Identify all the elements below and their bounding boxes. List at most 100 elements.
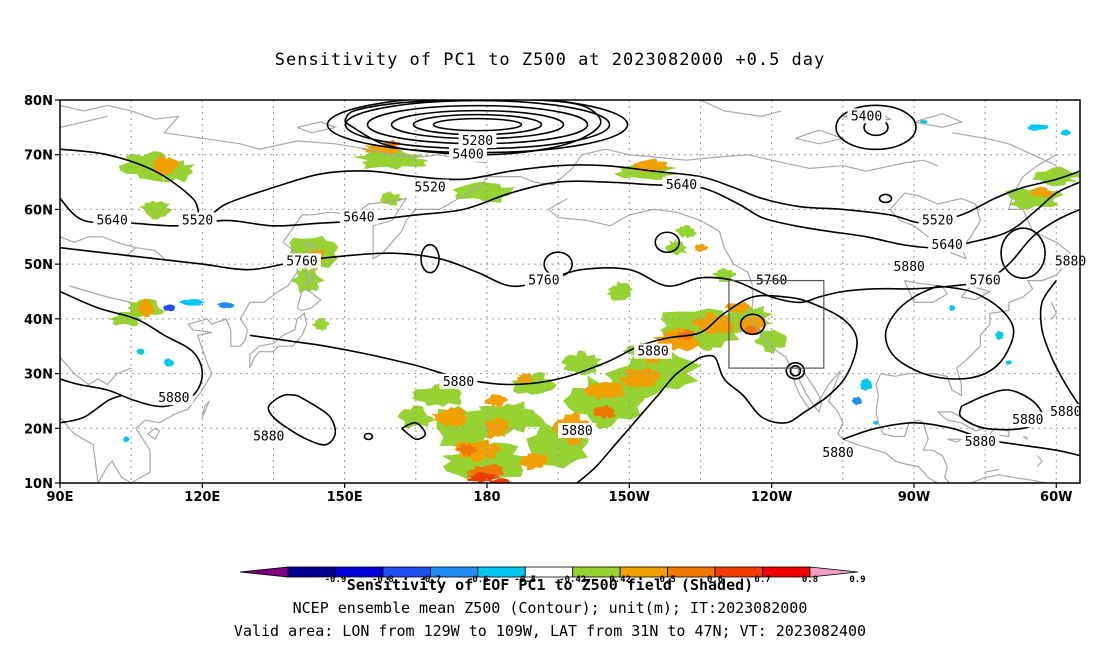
coastline — [146, 427, 161, 440]
sensitivity-patch — [162, 304, 176, 312]
colorbar-label: 0.7 — [754, 575, 770, 585]
footer-line-valid-area: Valid area: LON from 129W to 109W, LAT f… — [233, 622, 867, 640]
contour-label-bg — [154, 390, 193, 406]
lat-tick-label: 60N — [24, 203, 53, 218]
contour-label-bg — [847, 108, 886, 124]
sensitivity-patch — [517, 452, 549, 471]
contour-line — [267, 393, 337, 446]
coastline — [795, 129, 845, 145]
lat-tick-label: 80N — [24, 94, 53, 109]
sensitivity-patch — [617, 367, 661, 389]
lon-tick-label: 60W — [1040, 490, 1072, 505]
lon-tick-label: 150W — [609, 490, 650, 505]
contour-label-bg — [558, 423, 597, 439]
sensitivity-patch — [1005, 360, 1012, 365]
sensitivity-patch — [994, 330, 1004, 340]
contour-label: 5880 — [637, 345, 668, 360]
coastline — [889, 192, 982, 260]
footer-line-contour: NCEP ensemble mean Z500 (Contour); unit(… — [292, 599, 808, 617]
contour-label-bg — [439, 373, 478, 389]
contour-label-bg — [411, 179, 450, 195]
coastline — [296, 121, 338, 134]
sensitivity-patch — [484, 417, 510, 439]
lat-tick-label: 10N — [24, 477, 53, 492]
colorbar-label: 0.9 — [849, 575, 865, 585]
colorbar-label: -0.7 — [420, 575, 442, 585]
footer-line-shading: Sensitivity of EOF PC1 to Z500 field (Sh… — [346, 576, 754, 594]
contour-label-bg — [1008, 412, 1047, 428]
contour-label-bg — [282, 253, 321, 269]
sensitivity-patch — [606, 281, 633, 301]
colorbar-cap-high — [809, 566, 859, 578]
contour-line — [1039, 280, 1080, 407]
coastline — [970, 474, 1048, 483]
coastline — [913, 113, 964, 129]
coastline — [797, 365, 823, 414]
contour-label-bg — [662, 176, 701, 192]
coastline — [97, 460, 132, 483]
lon-tick-label: 90W — [898, 490, 930, 505]
contour-label-bg — [819, 444, 858, 460]
contour-label: 5400 — [851, 109, 882, 124]
coastline — [60, 356, 132, 386]
coastline — [60, 416, 99, 483]
contour-label-bg — [93, 212, 132, 228]
contour-label-bg — [339, 209, 378, 225]
sensitivity-patch — [152, 154, 180, 177]
contour-label-bg — [1046, 403, 1085, 419]
coastline — [1022, 435, 1029, 440]
coastline — [947, 438, 964, 443]
sensitivity-patch — [583, 382, 625, 401]
contour-label: 5880 — [1055, 254, 1086, 269]
lat-tick-label: 70N — [24, 149, 53, 164]
contour-label: 5880 — [158, 391, 189, 406]
coastline — [1050, 302, 1058, 320]
valid-area-box — [728, 279, 825, 369]
sensitivity-patch — [1031, 166, 1080, 187]
contour-label-bg — [928, 236, 967, 252]
sensitivity-patch — [1028, 186, 1057, 198]
coastline — [201, 400, 210, 418]
sensitivity-patch — [949, 304, 956, 311]
contour-label-bg — [249, 428, 288, 444]
contour-line — [401, 421, 427, 441]
sensitivity-patch — [311, 317, 330, 332]
contour-line — [60, 290, 204, 408]
colorbar-label: 0.42 — [609, 575, 631, 585]
contour-label: 5880 — [822, 446, 853, 461]
sensitivity-patch — [397, 405, 435, 429]
sensitivity-patch — [516, 373, 535, 386]
colorbar-label: -0.8 — [372, 575, 394, 585]
coastline — [903, 280, 949, 303]
coastline — [984, 468, 1000, 473]
sensitivity-patch — [723, 302, 750, 314]
sensitivity-patch — [872, 420, 879, 425]
colorbar-label: 0.5 — [660, 575, 676, 585]
sensitivity-patch — [139, 200, 173, 220]
contour-label: 5880 — [443, 375, 474, 390]
sensitivity-patch — [593, 404, 617, 420]
contour-label-bg — [918, 212, 957, 228]
coastline — [747, 154, 938, 172]
contour-line — [249, 294, 858, 424]
lon-tick-label: 90E — [47, 490, 74, 505]
contour-ring — [789, 365, 802, 377]
lat-tick-label: 40N — [24, 313, 53, 328]
contour-label: 5880 — [1012, 413, 1043, 428]
coastline — [960, 285, 992, 301]
sensitivity-shading — [108, 119, 1080, 483]
sensitivity-patch — [163, 358, 175, 367]
colorbar-label: 0.6 — [707, 575, 723, 585]
contour-label: 5880 — [965, 435, 996, 450]
contour-ring — [363, 432, 374, 441]
sensitivity-patch — [560, 350, 604, 376]
coastline — [875, 373, 951, 483]
contour-label: 5880 — [561, 424, 592, 439]
colorbar-label: -0.5 — [514, 575, 536, 585]
lon-tick-label: 120E — [184, 490, 220, 505]
contour-label: 5880 — [1050, 405, 1081, 420]
coastline — [60, 115, 108, 128]
contour-line — [884, 285, 1015, 380]
sensitivity-patch — [466, 464, 505, 480]
